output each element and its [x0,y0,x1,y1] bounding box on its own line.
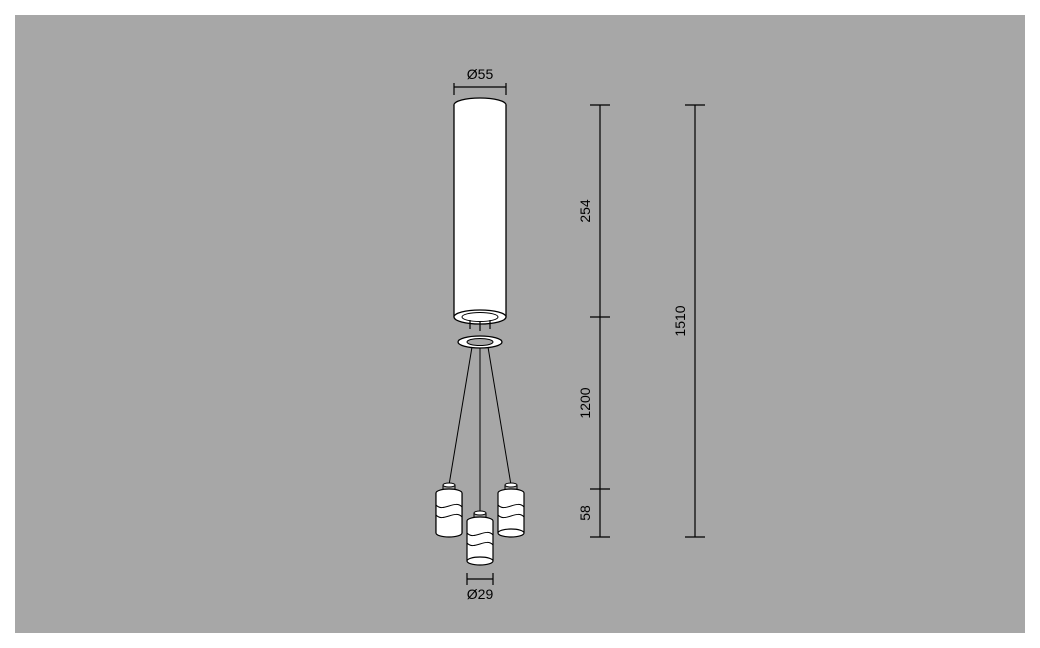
dim-cable-drop-label: 1200 [577,387,593,418]
dim-pendant-diameter: Ø29 [467,573,494,602]
dim-chain-segments: 254 1200 58 [577,105,610,537]
suspension-cables [449,347,511,513]
pendant-left [436,483,462,537]
drawing-background: Ø55 [15,15,1025,633]
dim-overall-height-label: 1510 [672,305,688,336]
dim-canopy-diameter-label: Ø55 [467,66,494,82]
dim-pendant-diameter-label: Ø29 [467,586,494,602]
dim-canopy-height-label: 254 [577,199,593,223]
pendant-right [498,483,524,537]
adjustment-ring [458,336,502,348]
dim-overall-height: 1510 [672,105,705,537]
dim-canopy-diameter: Ø55 [454,66,506,95]
dim-pendant-height-label: 58 [577,505,593,521]
canopy-cylinder [454,98,506,331]
pendant-center [467,511,493,565]
image-frame: Ø55 [0,0,1040,648]
technical-drawing: Ø55 [15,15,1025,633]
